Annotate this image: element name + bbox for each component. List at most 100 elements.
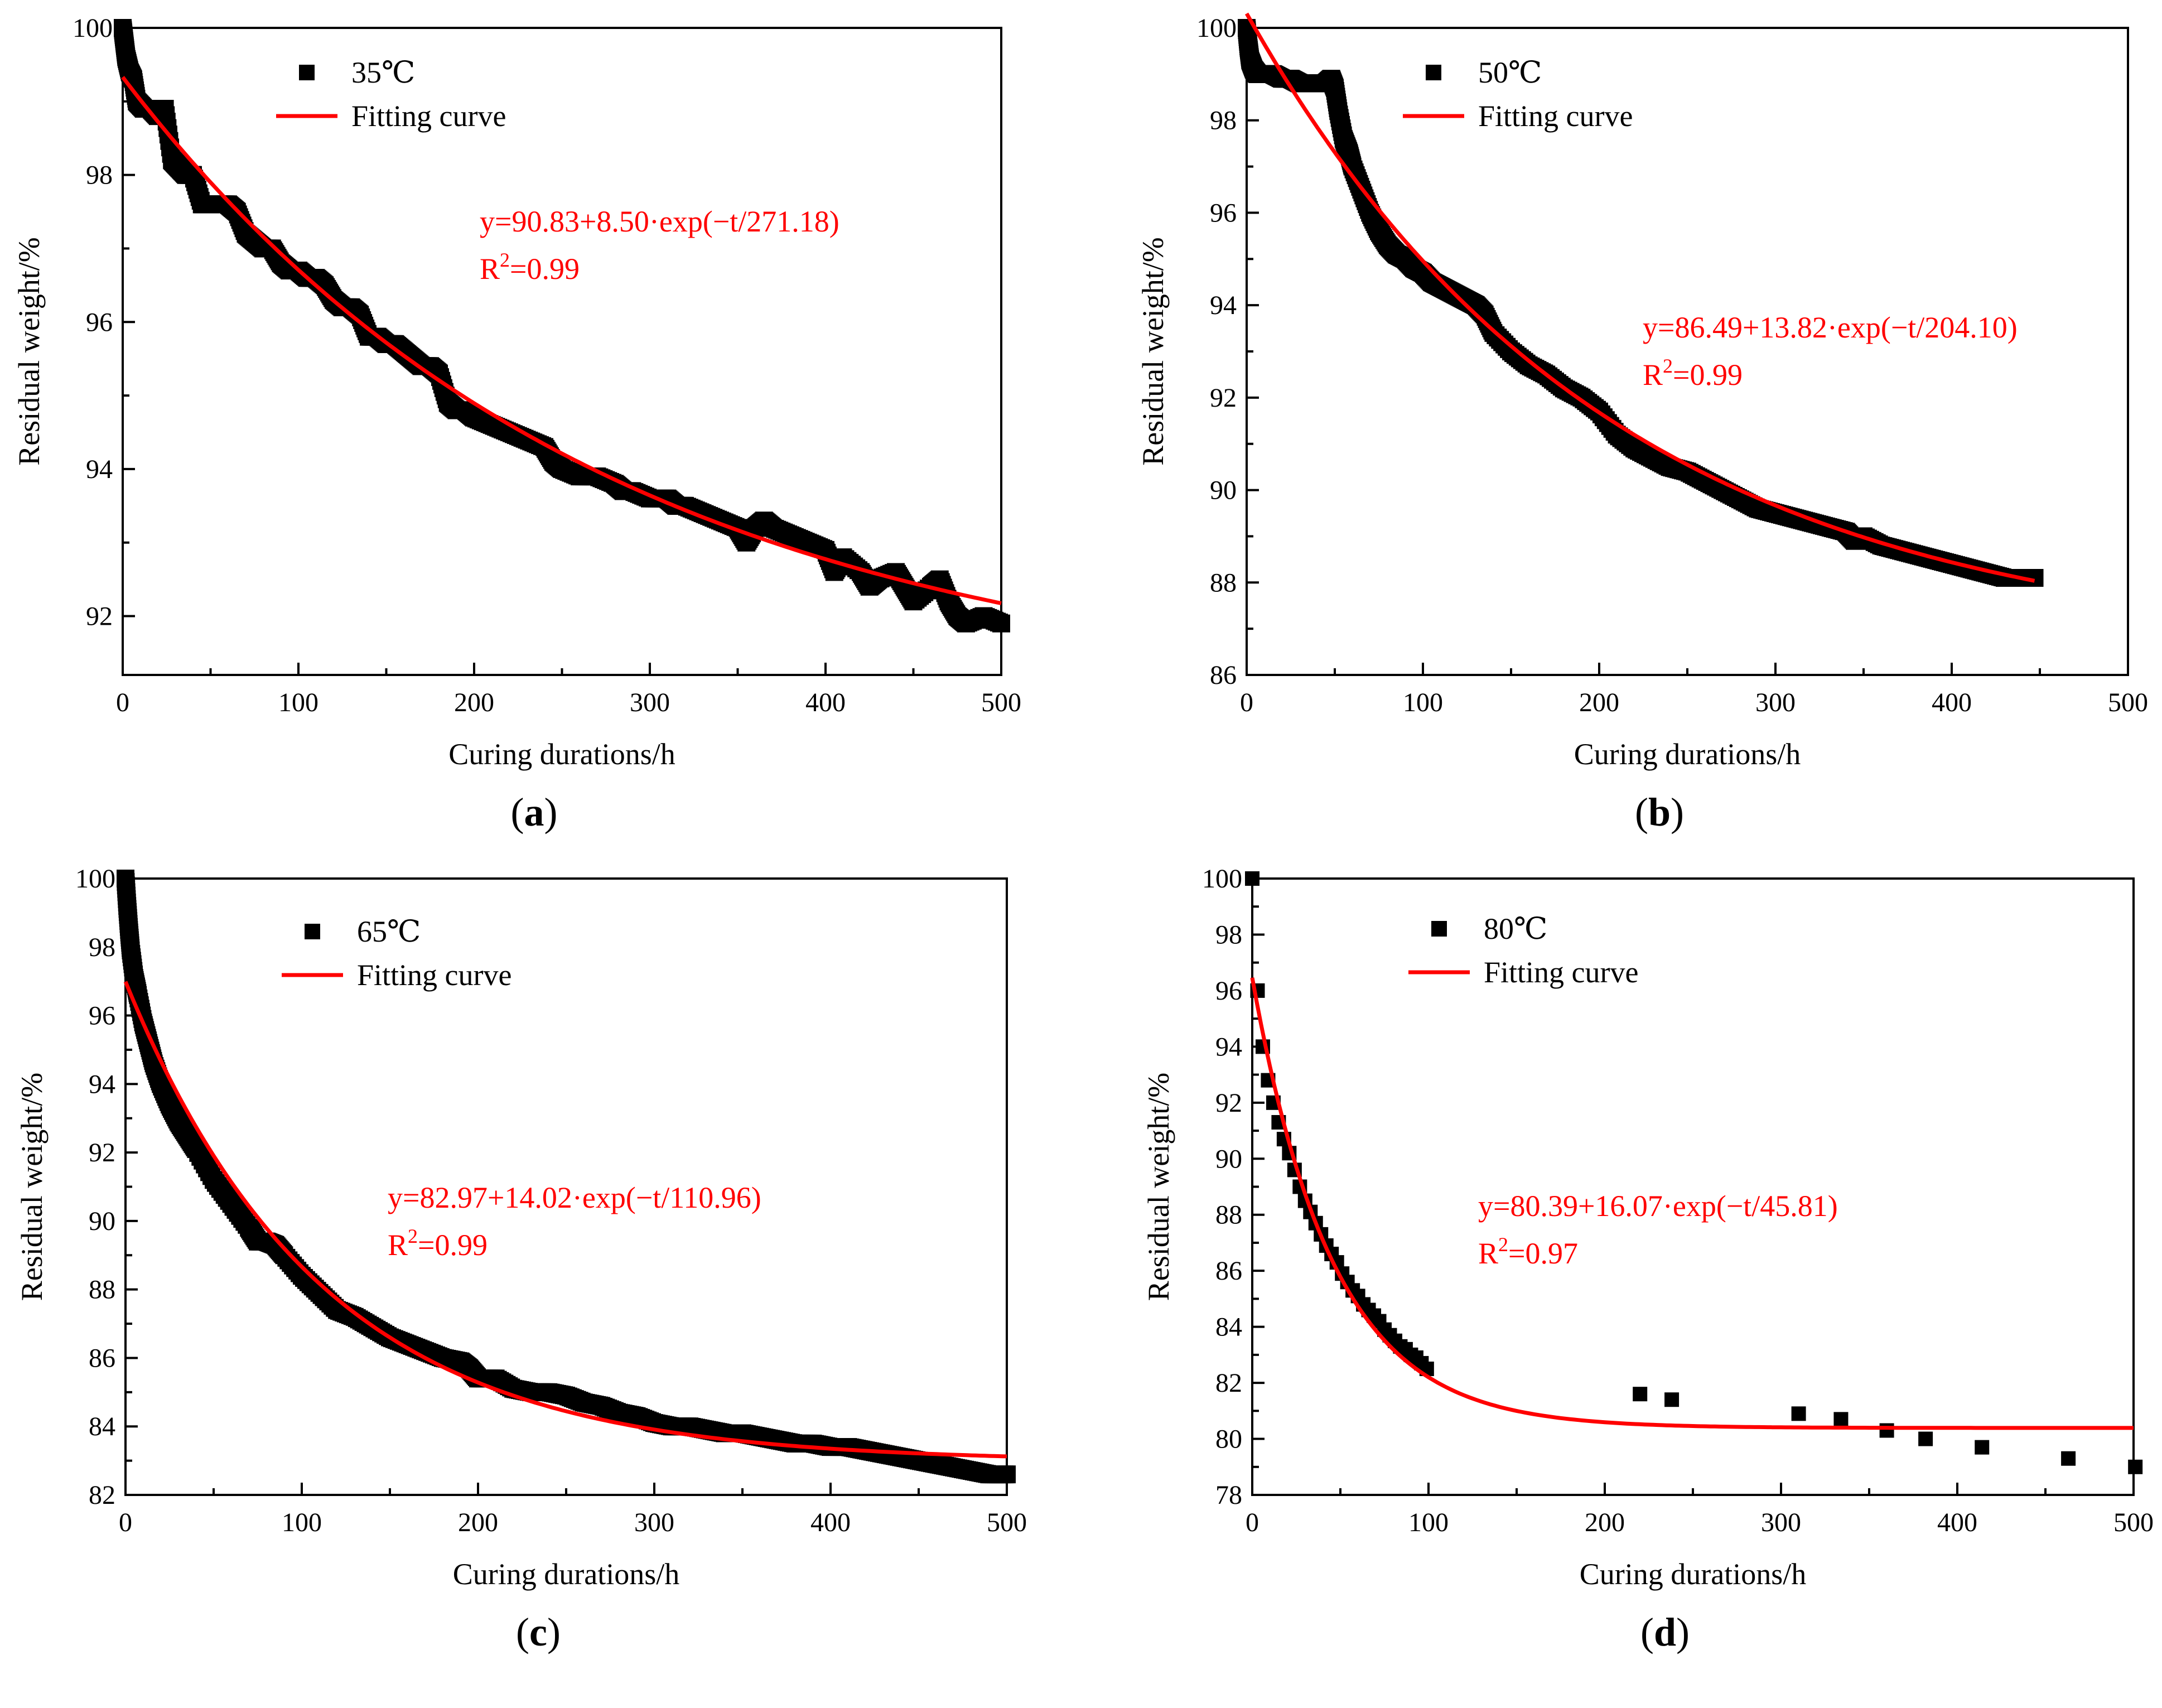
panel-a-x-tick-label: 300 <box>630 688 670 717</box>
panel-d-x-tick-label: 500 <box>2113 1508 2154 1537</box>
panel-d-fit-equation: y=80.39+16.07·exp(−t/45.81) <box>1478 1189 1838 1223</box>
panel-d-y-tick-label: 80 <box>1215 1425 1242 1454</box>
panel-b-x-tick-label: 300 <box>1755 688 1796 717</box>
panel-a-x-axis-title: Curing durations/h <box>448 737 675 771</box>
panel-d-data-point <box>2128 1459 2143 1474</box>
panel-b-y-tick-label: 98 <box>1210 106 1237 136</box>
panel-d-y-tick-label: 90 <box>1215 1144 1242 1174</box>
panel-b-x-tick-label: 0 <box>1240 688 1253 717</box>
panel-d-plot-frame <box>1251 877 2135 1496</box>
panel-b-x-tick-label: 200 <box>1579 688 1619 717</box>
panel-b-legend-marker <box>1426 65 1441 80</box>
panel-a-y-tick-label: 94 <box>86 455 113 484</box>
panel-b-y-tick-label: 86 <box>1210 660 1237 690</box>
panel-c-y-tick-label: 86 <box>89 1343 115 1373</box>
panel-d-data-point <box>1664 1392 1680 1407</box>
panel-b-x-tick-label: 400 <box>1932 688 1972 717</box>
panel-b-fit-equation: y=86.49+13.82·exp(−t/204.10) <box>1643 311 2018 344</box>
panel-a-x-tick-label: 0 <box>116 688 129 717</box>
panel-c-y-tick-label: 96 <box>89 1001 115 1031</box>
panel-c-x-tick-label: 0 <box>119 1508 132 1537</box>
panel-c-x-axis-title: Curing durations/h <box>453 1557 679 1591</box>
chart-panel-b: 0 100 200 300 400 500 86 88 90 92 94 96 98 100 Curing … <box>1136 12 2148 834</box>
panel-d-data-point <box>1918 1431 1933 1446</box>
panel-c-legend-marker <box>305 924 320 939</box>
panel-c-x-tick-label: 100 <box>282 1508 322 1537</box>
panel-d-data-point <box>1791 1406 1806 1421</box>
panel-a-data-point <box>992 614 1010 633</box>
panel-c-y-tick-label: 88 <box>89 1275 115 1305</box>
panel-b-x-tick-label: 500 <box>2108 688 2148 717</box>
panel-c-data-series <box>117 870 1016 1484</box>
panel-d-x-axis-title: Curing durations/h <box>1580 1557 1806 1591</box>
chart-panel-a: 0 100 200 300 400 500 92 94 96 98 100 Curing durati… <box>12 13 1021 834</box>
panel-c-y-tick-label: 82 <box>89 1480 115 1510</box>
panel-a-legend-data-label: 35℃ <box>351 56 415 89</box>
panel-b-y-tick-label: 88 <box>1210 568 1237 597</box>
panel-b-r-squared: R2=0.99 <box>1643 355 1743 392</box>
panel-c-fit-equation: y=82.97+14.02·exp(−t/110.96) <box>388 1181 761 1214</box>
panel-d-x-tick-label: 200 <box>1585 1508 1625 1537</box>
panel-a-fit-equation: y=90.83+8.50·exp(−t/271.18) <box>480 205 839 238</box>
panel-b-x-axis-title: Curing durations/h <box>1574 737 1801 771</box>
panel-d-legend-data-label: 80℃ <box>1484 912 1547 945</box>
panel-d-y-tick-label: 98 <box>1215 920 1242 949</box>
panel-d-y-tick-label: 92 <box>1215 1088 1242 1118</box>
panel-c-r-squared: R2=0.99 <box>388 1225 488 1262</box>
panel-a-legend-marker <box>299 65 315 80</box>
panel-c-x-tick-label: 300 <box>634 1508 674 1537</box>
panel-c-x-tick-label: 400 <box>810 1508 851 1537</box>
panel-d-y-tick-label: 84 <box>1215 1313 1242 1342</box>
panel-a-y-tick-label: 100 <box>73 13 113 43</box>
panel-d-x-tick-label: 400 <box>1937 1508 1977 1537</box>
panel-a-x-tick-label: 400 <box>805 688 846 717</box>
panel-b-y-tick-label: 96 <box>1210 198 1237 228</box>
panel-d-data-point <box>1879 1423 1894 1438</box>
panel-c-y-tick-label: 98 <box>89 933 115 962</box>
panel-c-y-tick-label: 84 <box>89 1412 115 1441</box>
panel-b-y-tick-label: 92 <box>1210 383 1237 413</box>
panel-c-y-tick-label: 94 <box>89 1069 115 1099</box>
panel-a-y-axis-title: Residual weight/% <box>12 237 46 465</box>
panel-d-x-tick-label: 100 <box>1408 1508 1449 1537</box>
panel-a-y-tick-label: 96 <box>86 307 113 337</box>
panel-a-y-tick-label: 92 <box>86 602 113 631</box>
panel-b-x-tick-label: 100 <box>1403 688 1443 717</box>
panel-d-x-tick-label: 0 <box>1246 1508 1259 1537</box>
chart-panel-c: 0 100 200 300 400 500 82 84 86 88 90 92 94 96 98 100 Cur… <box>15 864 1027 1654</box>
panel-a-x-tick-label: 500 <box>981 688 1021 717</box>
panel-d-y-tick-label: 96 <box>1215 976 1242 1006</box>
panel-a-r-squared: R2=0.99 <box>480 249 580 286</box>
panel-d-data-series <box>1245 871 2143 1474</box>
panel-c-y-tick-label: 100 <box>75 864 115 894</box>
panel-a-x-tick-label: 200 <box>454 688 494 717</box>
panel-b-y-axis-title: Residual weight/% <box>1136 237 1170 465</box>
panel-d-r-squared: R2=0.97 <box>1478 1233 1578 1270</box>
panel-c-y-axis-title: Residual weight/% <box>15 1073 49 1301</box>
panel-b-legend-data-label: 50℃ <box>1478 56 1542 89</box>
panel-b-label: (b) <box>1635 790 1684 834</box>
panel-d-y-tick-label: 78 <box>1215 1480 1242 1510</box>
panel-b-y-tick-label: 90 <box>1210 476 1237 505</box>
panel-d-y-tick-label: 82 <box>1215 1368 1242 1398</box>
panel-b-fitting-curve <box>1244 12 2035 583</box>
panel-d-y-tick-label: 88 <box>1215 1200 1242 1230</box>
panel-a-fitting-curve <box>121 76 1002 605</box>
panel-d-y-axis-title: Residual weight/% <box>1142 1073 1175 1301</box>
panel-d-y-tick-label: 94 <box>1215 1032 1242 1062</box>
panel-d-y-tick-label: 100 <box>1202 864 1242 894</box>
panel-a-y-tick-label: 98 <box>86 161 113 190</box>
panel-b-legend-fit-label: Fitting curve <box>1478 99 1633 133</box>
panel-c-y-tick-label: 90 <box>89 1207 115 1236</box>
panel-d-y-tick-label: 86 <box>1215 1256 1242 1286</box>
chart-panel-d: 0 100 200 300 400 500 78 80 82 84 86 88 90 92 94 96 98 10… <box>1142 864 2154 1654</box>
panel-d-data-point <box>1633 1387 1648 1402</box>
panel-a-x-tick-label: 100 <box>278 688 318 717</box>
panel-d-fitting-curve <box>1250 977 2134 1430</box>
panel-b-y-tick-label: 100 <box>1196 13 1237 43</box>
panel-d-legend-marker <box>1431 921 1447 937</box>
panel-d-data-point <box>1833 1412 1849 1427</box>
panel-c-y-tick-label: 92 <box>89 1138 115 1167</box>
panel-b-data-series <box>1238 19 2044 587</box>
panel-c-label: (c) <box>516 1610 561 1654</box>
